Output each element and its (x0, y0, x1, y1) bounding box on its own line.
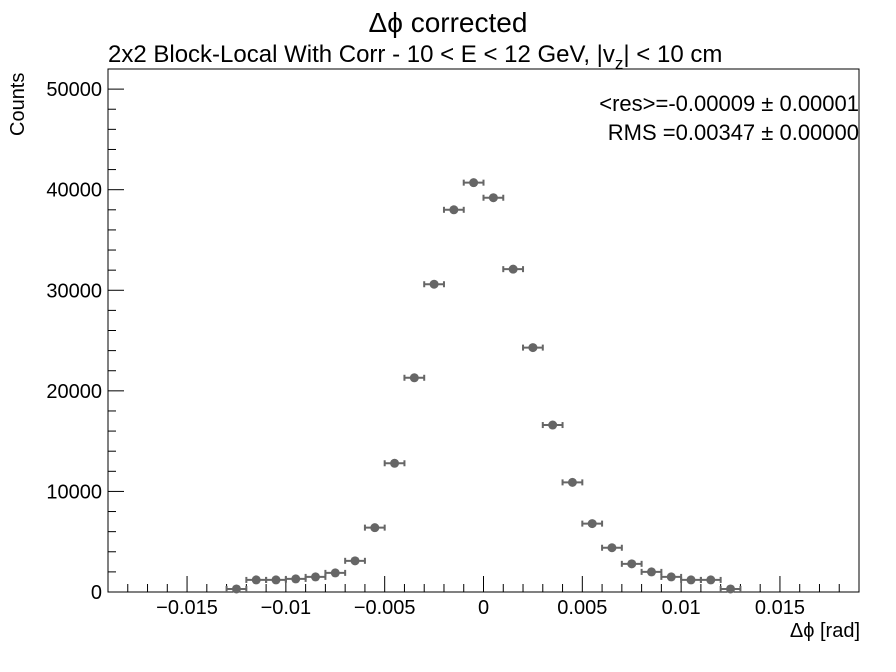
x-tick-label: 0.015 (755, 597, 805, 619)
marker (449, 205, 459, 215)
data-point (284, 574, 307, 584)
data-series (225, 178, 742, 594)
marker (607, 543, 617, 553)
marker (370, 523, 380, 533)
plot-frame (107, 68, 860, 593)
y-tick-label: 20000 (46, 381, 102, 403)
marker (350, 556, 360, 566)
x-tick-label: 0 (478, 597, 489, 619)
marker (587, 519, 597, 529)
data-point (383, 458, 406, 468)
y-tick-label: 10000 (46, 481, 102, 503)
data-point (522, 343, 544, 353)
marker (409, 373, 419, 383)
data-point (561, 477, 584, 487)
subtitle-main: 2x2 Block-Local With Corr - 10 < E < 12 … (108, 41, 615, 68)
marker (646, 567, 656, 577)
stats-mean: <res>=-0.00009 ± 0.00001 (599, 91, 859, 116)
x-axis: −0.015 −0.01 −0.005 0 0.005 0.01 0.015 (127, 576, 840, 619)
data-point (680, 575, 702, 585)
data-point (423, 279, 445, 289)
y-tick-label: 50000 (46, 79, 102, 101)
y-tick-label: 0 (91, 582, 102, 604)
x-tick-label: −0.005 (354, 597, 416, 619)
data-point (403, 373, 426, 383)
data-point (462, 178, 485, 188)
data-point (363, 523, 386, 533)
marker (429, 279, 439, 289)
x-axis-label: Δϕ [rad] (790, 620, 860, 642)
marker (508, 264, 518, 274)
x-tick-label: −0.01 (261, 597, 312, 619)
data-point (541, 420, 564, 430)
data-point (225, 584, 248, 594)
data-point (442, 205, 465, 215)
stats-rms: RMS =0.00347 ± 0.00000 (608, 120, 859, 145)
data-point (581, 519, 604, 529)
marker (686, 575, 696, 585)
data-point (304, 572, 327, 582)
data-point (660, 572, 683, 582)
marker (311, 572, 321, 582)
data-point (601, 543, 623, 553)
marker (251, 575, 261, 585)
y-tick-label: 30000 (46, 280, 102, 302)
data-point (502, 264, 525, 274)
subtitle-tail: | < 10 cm (623, 41, 722, 68)
marker (528, 343, 538, 353)
marker (726, 584, 736, 594)
marker (231, 584, 241, 594)
x-tick-label: −0.015 (156, 597, 218, 619)
data-point (620, 559, 643, 569)
marker (291, 574, 301, 584)
marker (567, 477, 577, 487)
marker (469, 178, 479, 188)
data-point (482, 193, 505, 203)
marker (548, 420, 558, 430)
y-tick-label: 40000 (46, 180, 102, 202)
marker (627, 559, 637, 569)
marker (706, 575, 716, 585)
chart-subtitle: 2x2 Block-Local With Corr - 10 < E < 12 … (108, 41, 722, 73)
marker (666, 572, 676, 582)
data-point (699, 575, 722, 585)
x-tick-label: 0.01 (662, 597, 701, 619)
data-point (640, 567, 663, 577)
data-point (344, 556, 366, 566)
marker (271, 575, 281, 585)
marker (390, 458, 400, 468)
subtitle-subscript: z (615, 54, 624, 73)
data-point (324, 568, 347, 578)
marker (330, 568, 340, 578)
data-point (265, 575, 287, 585)
y-axis: 0 10000 20000 30000 40000 50000 (46, 79, 124, 604)
marker (488, 193, 498, 203)
chart-title: Δϕ corrected (369, 7, 528, 38)
data-point (245, 575, 268, 585)
data-point (719, 584, 742, 594)
y-axis-label: Counts (7, 73, 29, 136)
x-tick-label: 0.005 (557, 597, 607, 619)
